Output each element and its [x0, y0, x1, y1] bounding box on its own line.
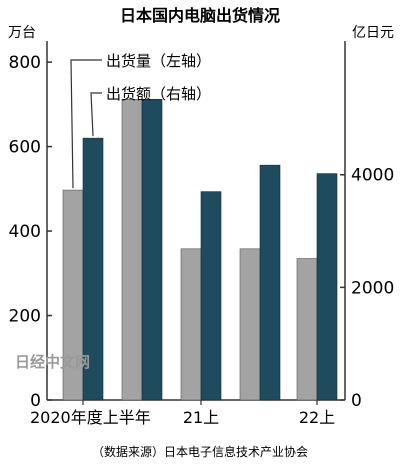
chart-title: 日本国内电脑出货情况	[120, 6, 280, 25]
bar-value	[259, 164, 281, 401]
right-axis-unit: 亿日元	[352, 25, 394, 41]
category-label: 21上	[183, 408, 219, 427]
bar-value	[316, 173, 338, 401]
left-tick-label: 200	[9, 307, 41, 327]
legend-value: 出货额（右轴）	[106, 85, 211, 103]
bar-value	[82, 137, 104, 401]
bar-value	[141, 98, 163, 401]
category-label: 2020年度上半年	[30, 408, 151, 427]
category-label: 22上	[299, 408, 335, 427]
left-tick-label: 0	[30, 391, 41, 411]
right-tick-label: 4000	[351, 166, 394, 186]
left-tick-label: 600	[9, 138, 41, 158]
watermark: 日经中文网	[15, 353, 90, 371]
source-note: （数据来源）日本电子信息技术产业协会	[92, 444, 308, 459]
left-tick-label: 800	[9, 53, 41, 73]
bar-value	[200, 191, 222, 401]
right-tick-label: 0	[351, 391, 362, 411]
legend-volume: 出货量（左轴）	[106, 52, 211, 70]
bar-volume	[180, 248, 202, 401]
left-axis-unit: 万台	[8, 25, 36, 41]
right-tick-label: 2000	[351, 278, 394, 298]
bar-volume	[296, 258, 318, 401]
legend-leader-volume	[70, 59, 102, 189]
left-tick-label: 400	[9, 222, 41, 242]
bar-volume	[121, 98, 143, 401]
legend-leader-value	[90, 92, 102, 137]
bar-volume	[239, 248, 261, 401]
